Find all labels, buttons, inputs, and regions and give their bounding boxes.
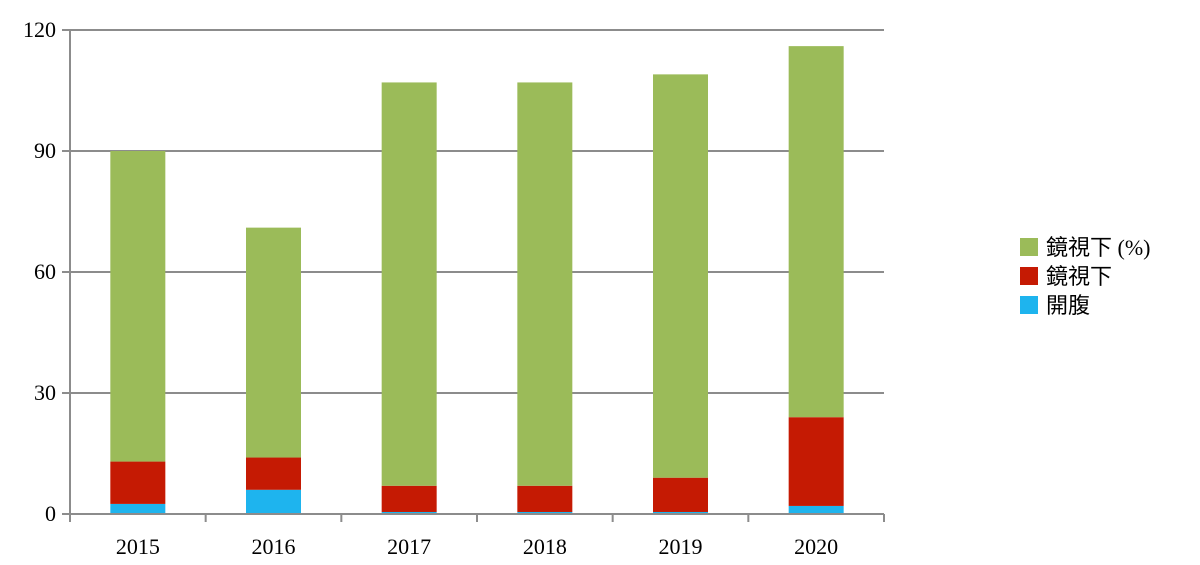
bar-2016-series-1	[246, 457, 301, 490]
bar-2015-series-1	[110, 461, 166, 504]
bar-2018-series-0	[517, 511, 573, 514]
x-tick-label: 2015	[116, 534, 160, 559]
bar-2020-series-2	[788, 46, 844, 418]
bar-2015-series-2	[110, 151, 166, 462]
y-tick-label: 0	[45, 501, 56, 526]
bar-2015-series-0	[110, 503, 166, 514]
y-tick-label: 90	[34, 138, 56, 163]
bar-2016-series-0	[246, 489, 301, 514]
bar-2020-series-1	[788, 417, 844, 506]
legend-swatch-1	[1020, 267, 1038, 285]
legend-label-0: 開腹	[1046, 293, 1090, 318]
tick-labels: 0 30 60 90 120 2015 2016 2017 2018 2019 2020	[23, 17, 838, 559]
bar-2019-series-0	[653, 511, 708, 514]
legend-swatch-2	[1020, 238, 1038, 256]
y-tick-label: 60	[34, 259, 56, 284]
legend-label-1: 鏡視下	[1046, 264, 1112, 289]
bar-2019-series-2	[653, 74, 708, 478]
x-tick-label: 2018	[523, 534, 567, 559]
x-tick-label: 2019	[659, 534, 703, 559]
bars	[110, 46, 844, 514]
bar-2019-series-1	[653, 477, 708, 512]
legend-label-2: 鏡視下 (%)	[1046, 235, 1150, 260]
y-tick-label: 30	[34, 380, 56, 405]
x-tick-label: 2016	[252, 534, 296, 559]
bar-2016-series-2	[246, 227, 301, 458]
gridlines	[70, 29, 884, 394]
bar-2017-series-0	[381, 511, 437, 514]
y-tick-label: 120	[23, 17, 56, 42]
bar-2017-series-1	[381, 485, 437, 512]
bar-2018-series-1	[517, 485, 573, 512]
bar-2018-series-2	[517, 82, 573, 486]
x-tick-label: 2020	[794, 534, 838, 559]
bar-2020-series-0	[788, 505, 844, 514]
x-tick-label: 2017	[387, 534, 431, 559]
axes	[62, 29, 885, 522]
legend-swatch-0	[1020, 296, 1038, 314]
bar-2017-series-2	[381, 82, 437, 486]
